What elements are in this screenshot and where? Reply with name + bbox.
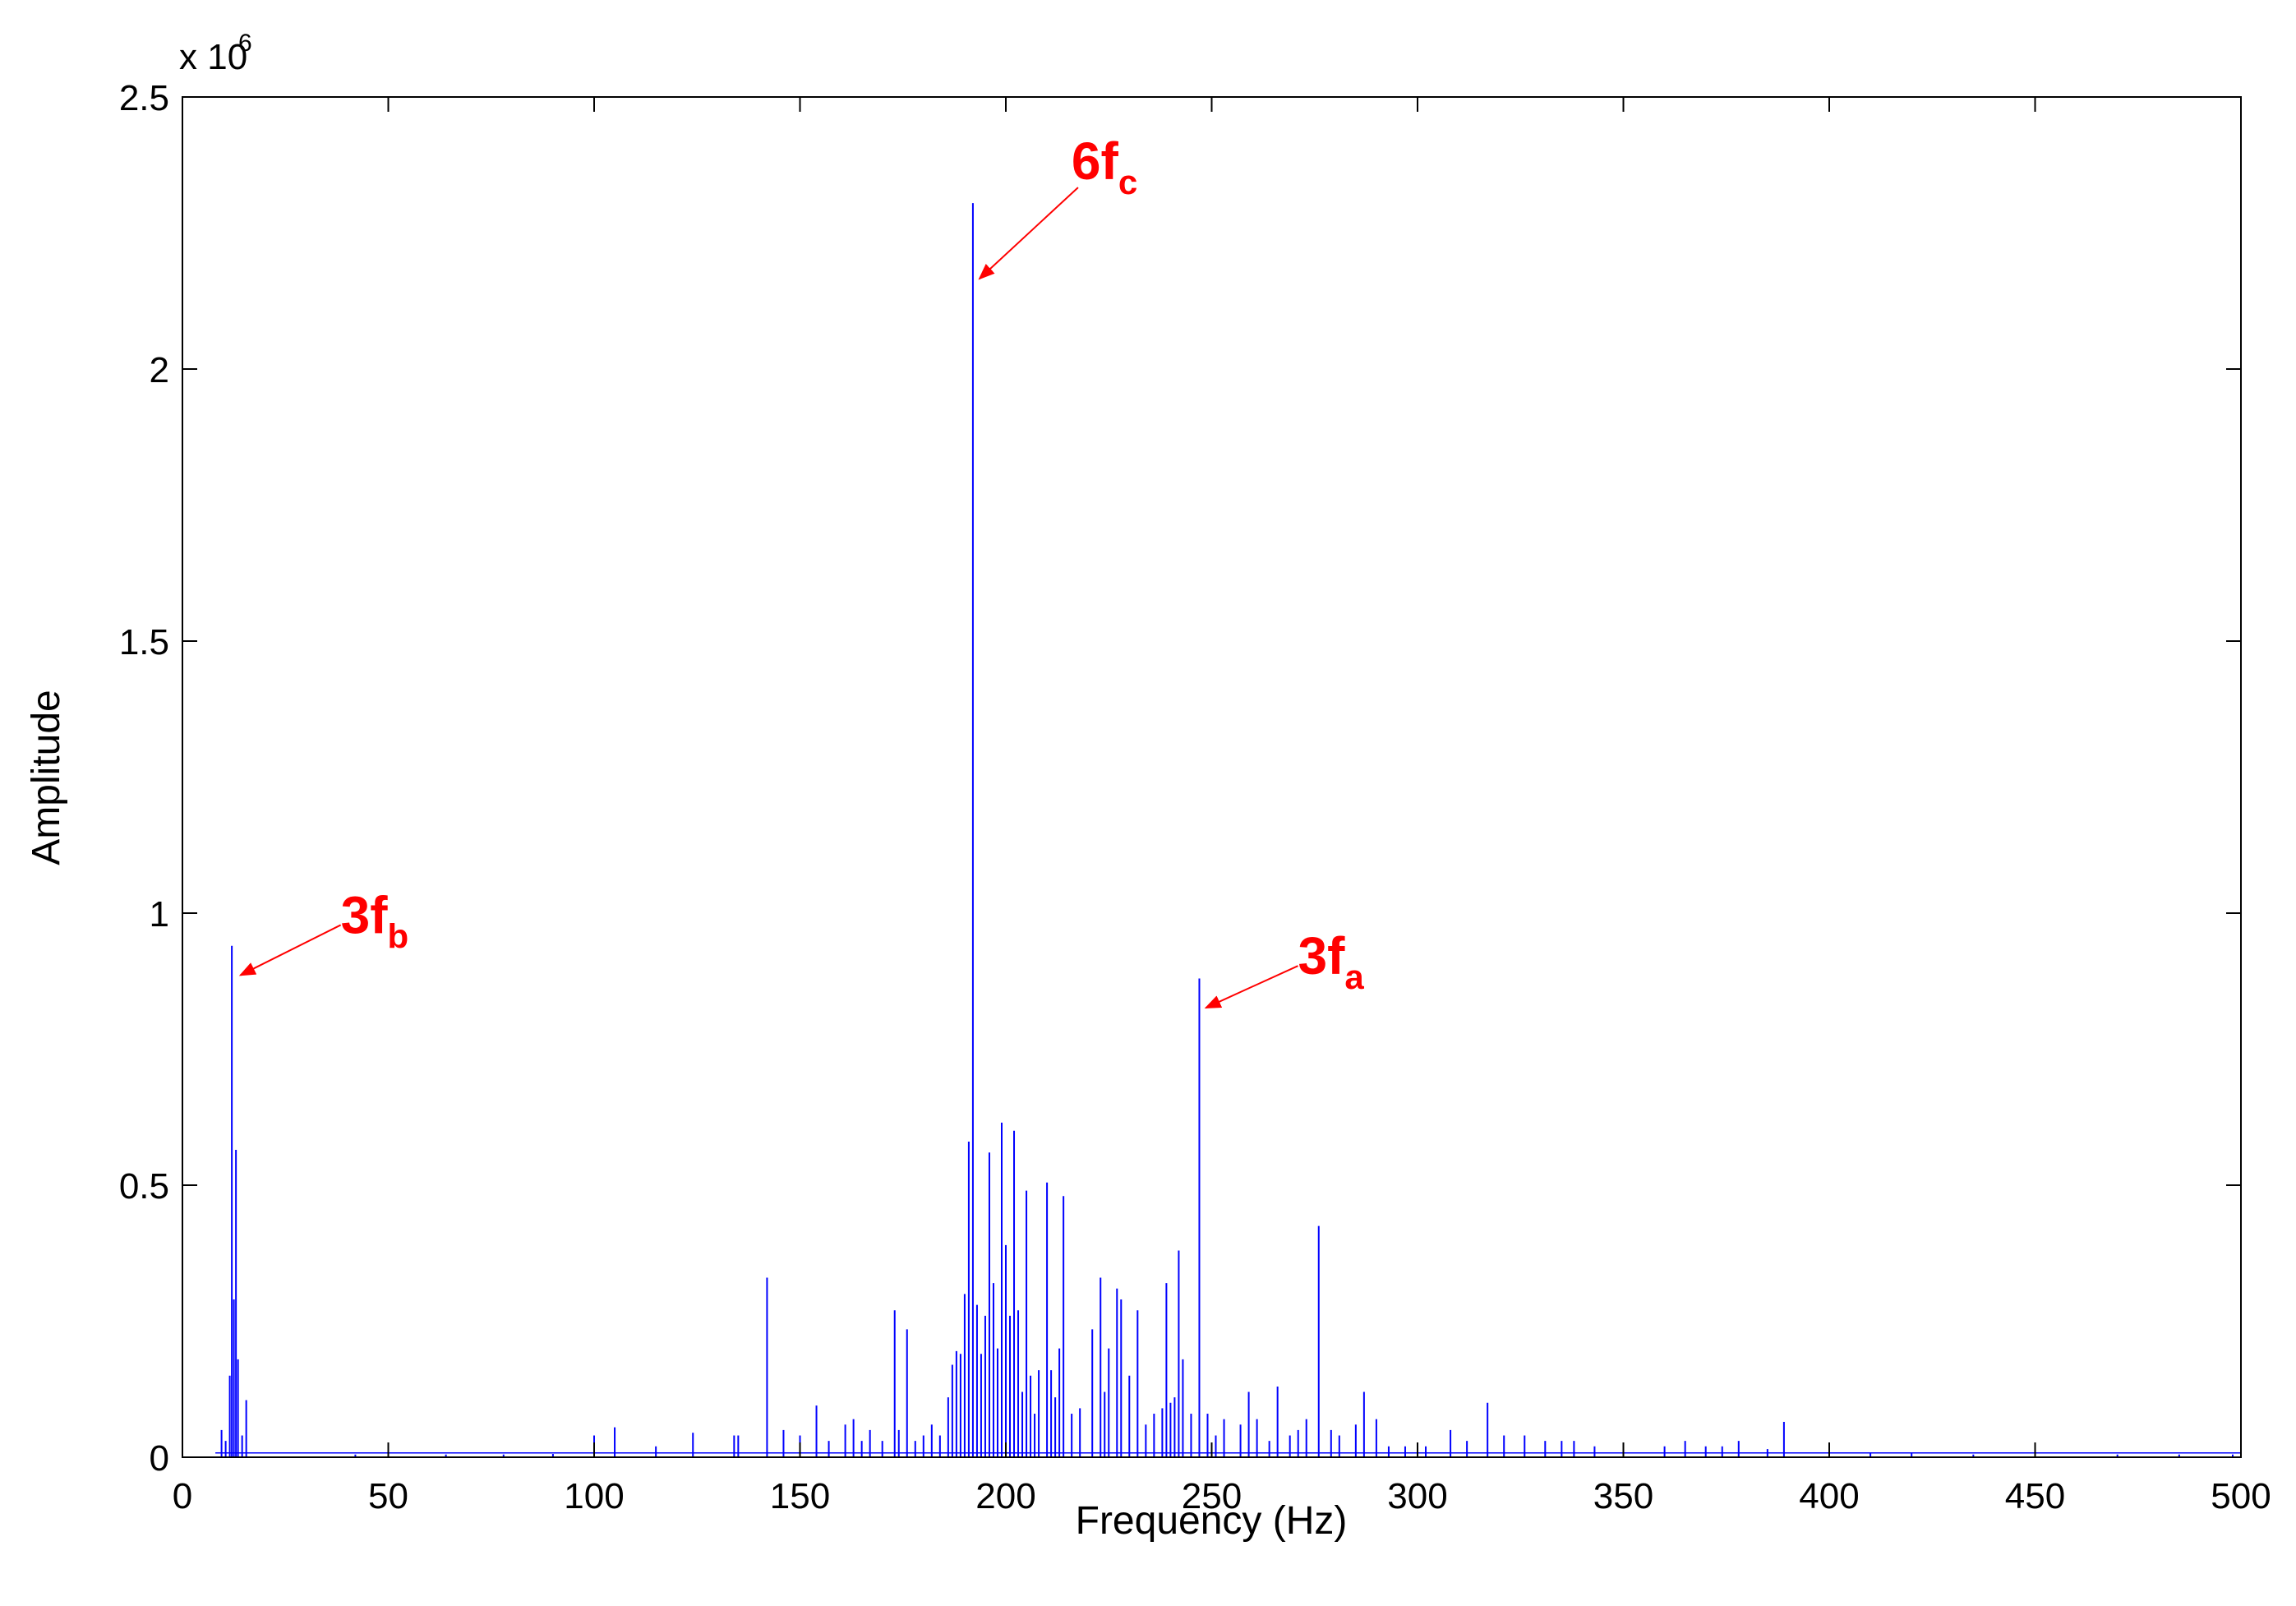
annotation-layer: 6fc 3fb 3fa	[238, 132, 1364, 1009]
annotation-arrow-2	[1204, 965, 1298, 1009]
y-tick-label-1: 0.5	[119, 1166, 169, 1207]
x-axis-label: Frequency (Hz)	[1076, 1499, 1348, 1543]
x-tick-label-4: 200	[975, 1476, 1035, 1516]
x-tick-label-0: 0	[173, 1476, 192, 1516]
y-exponent-label: x 10	[179, 37, 247, 77]
x-tick-label-9: 450	[2005, 1476, 2065, 1516]
x-tick-label-6: 300	[1387, 1476, 1447, 1516]
x-tick-label-3: 150	[770, 1476, 830, 1516]
series-layer	[215, 203, 2241, 1457]
y-tick-label-3: 1.5	[119, 622, 169, 662]
plot-area	[182, 97, 2241, 1457]
y-tick-label-0: 0	[150, 1438, 169, 1479]
ticks-layer: 0 50 100 150 200 250 300 350 400 450 500 0 0.5 1 1.5 2 2…	[119, 78, 2271, 1516]
x-tick-label-2: 100	[564, 1476, 624, 1516]
y-tick-label-2: 1	[150, 894, 169, 935]
y-tick-label-5: 2.5	[119, 78, 169, 118]
x-tick-label-7: 350	[1593, 1476, 1653, 1516]
annotation-label-0: 6fc	[1072, 132, 1137, 201]
annotation-label-1: 3fb	[341, 885, 409, 955]
y-exponent-power: 6	[238, 30, 252, 57]
y-axis-label: Amplitude	[25, 690, 68, 865]
annotation-label-2: 3fa	[1298, 926, 1364, 996]
x-tick-label-8: 400	[1799, 1476, 1859, 1516]
annotation-arrow-1	[238, 924, 342, 976]
x-tick-label-5: 250	[1182, 1476, 1242, 1516]
annotation-arrow-0	[978, 187, 1079, 280]
y-tick-label-4: 2	[150, 350, 169, 390]
x-tick-label-10: 500	[2211, 1476, 2271, 1516]
x-tick-label-1: 50	[368, 1476, 408, 1516]
